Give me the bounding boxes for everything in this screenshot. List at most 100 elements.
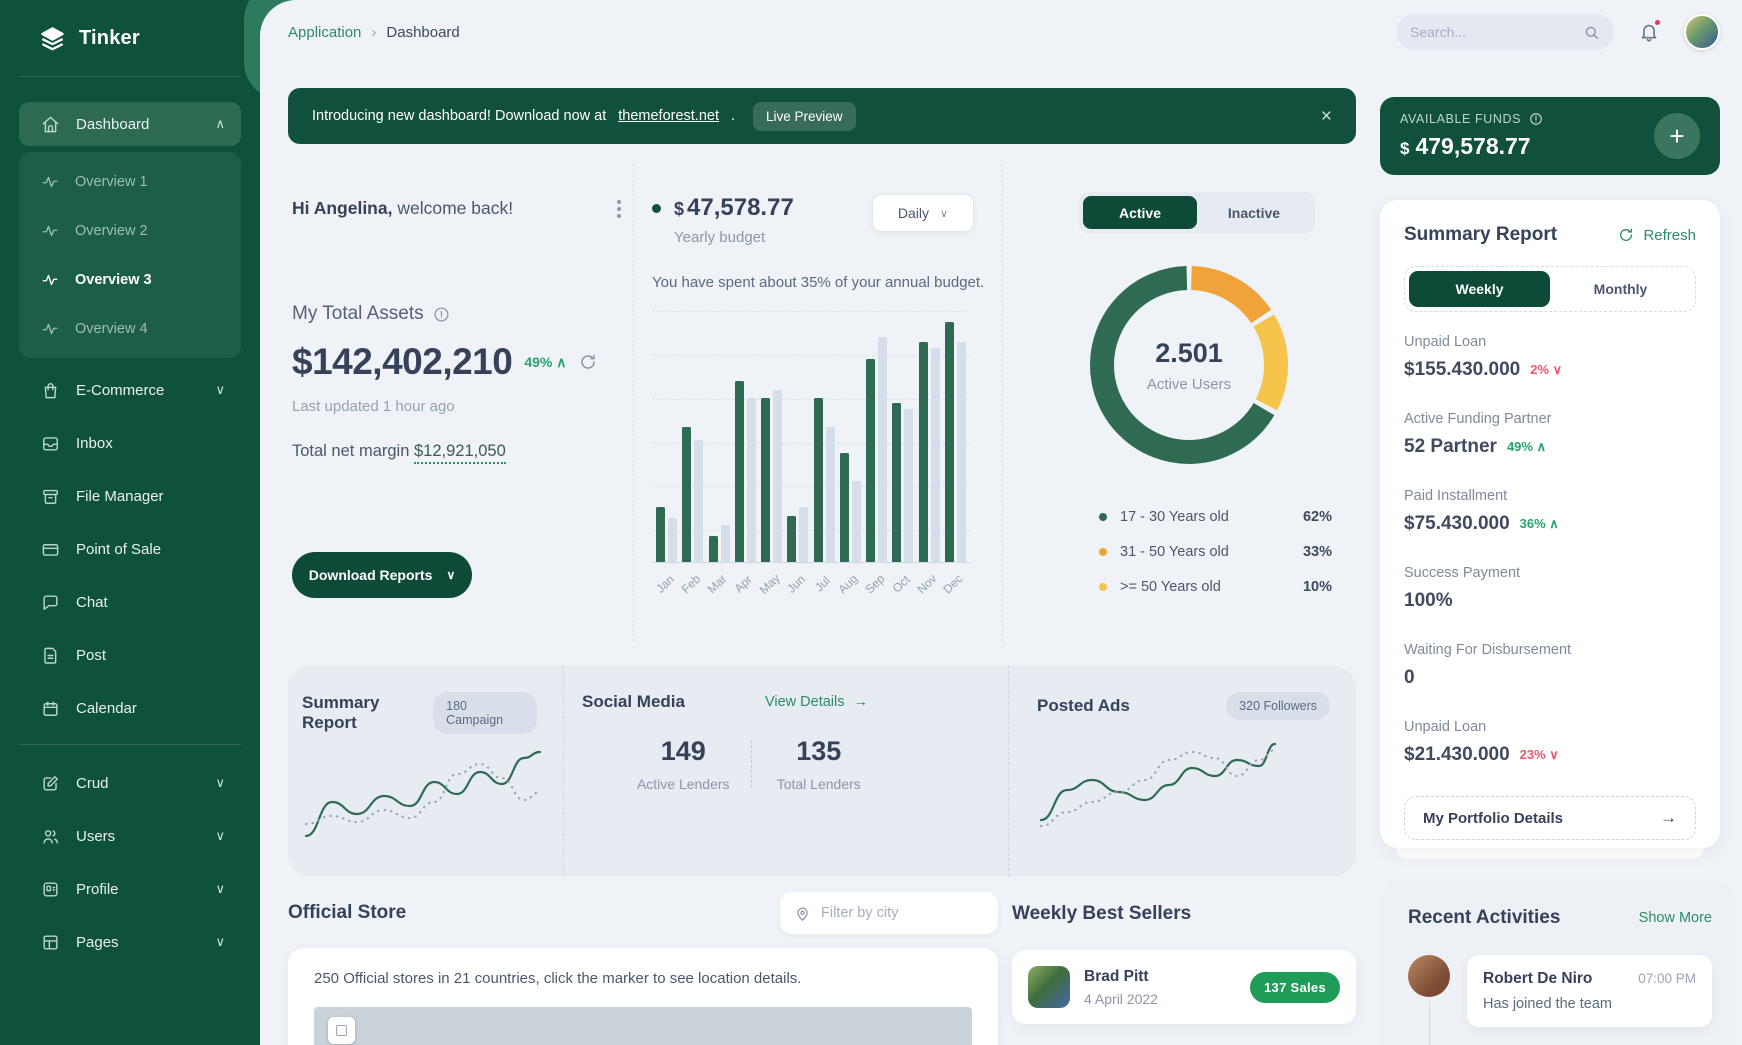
sidebar-item-calendar[interactable]: Calendar [19, 686, 241, 730]
home-icon [42, 116, 59, 132]
search-icon[interactable] [1583, 24, 1600, 41]
breadcrumb-application[interactable]: Application [288, 23, 362, 41]
summary-item-unpaid-loan: Unpaid Loan $155.430.000 2% ∨ [1404, 334, 1696, 381]
campaign-badge: 180 Campaign [433, 692, 537, 734]
summary-report-title: Summary Report [1404, 224, 1558, 245]
search-input[interactable] [1410, 24, 1583, 40]
tab-monthly[interactable]: Monthly [1593, 281, 1648, 297]
kebab-menu-icon[interactable] [613, 196, 625, 222]
stat-label: Active Lenders [636, 776, 730, 792]
gridline [652, 530, 970, 532]
legend-dot [1099, 547, 1107, 556]
sidebar-item-overview-4[interactable]: Overview 4 [19, 304, 241, 353]
sidebar-item-overview-2[interactable]: Overview 2 [19, 206, 241, 255]
legend-label: 31 - 50 Years old [1120, 543, 1229, 560]
active-users-label: Active Users [1146, 375, 1232, 393]
summary-item-label: Paid Installment [1404, 488, 1508, 504]
toggle-active[interactable]: Active [1083, 196, 1197, 229]
activity-item: Robert De Niro 07:00 PM Has joined the t… [1408, 955, 1712, 1045]
filter-by-city-box [780, 892, 998, 934]
bar-allocated [720, 524, 730, 562]
gridline [652, 354, 970, 356]
topbar: Application › Dashboard [288, 0, 1720, 64]
budget-label: Yearly budget [674, 229, 766, 246]
bar-spent [787, 516, 797, 562]
sidebar-item-overview-1[interactable]: Overview 1 [19, 157, 241, 206]
user-avatar[interactable] [1684, 14, 1720, 50]
refresh-icon[interactable] [579, 353, 597, 371]
arrow-right-icon: → [1660, 808, 1677, 827]
filter-by-city-input[interactable] [821, 905, 984, 921]
campaign-summary-panel: Summary Report 180 Campaign [288, 666, 563, 876]
summary-report-card: Summary Report Refresh Weekly Monthly Un… [1380, 200, 1720, 859]
x-axis-tick: Jun [784, 572, 808, 596]
sidebar-item-profile[interactable]: Profile ∨ [19, 867, 241, 911]
seller-date: 4 April 2022 [1084, 990, 1158, 1007]
dashboard-submenu: Overview 1 Overview 2 Overview 3 Overvie… [19, 152, 241, 358]
best-seller-card[interactable]: Brad Pitt 4 April 2022 137 Sales [1012, 950, 1356, 1024]
sidebar-item-dashboard[interactable]: Dashboard ∧ [19, 102, 241, 146]
breadcrumb-dashboard: Dashboard [386, 23, 460, 41]
sidebar-item-label: Inbox [76, 434, 113, 452]
total-lenders-stat: 135 Total Lenders [752, 736, 887, 792]
add-funds-button[interactable]: + [1654, 113, 1700, 159]
sidebar-nav: Dashboard ∧ Overview 1 Overview 2 Overvi… [19, 102, 241, 964]
bar-allocated [878, 337, 888, 562]
campaign-sparkline [304, 750, 542, 838]
legend-item: 17 - 30 Years old 62% [1099, 499, 1332, 534]
sidebar-item-inbox[interactable]: Inbox [19, 421, 241, 465]
banner-text: Introducing new dashboard! Download now … [312, 108, 607, 124]
summary-item-value: $155.430.000 [1404, 359, 1521, 380]
view-details-link[interactable]: View Details → [764, 694, 868, 710]
x-axis-tick: Sep [861, 571, 888, 597]
map-pin-icon [797, 907, 808, 921]
brand-name: Tinker [79, 26, 140, 49]
close-icon[interactable]: × [1320, 105, 1332, 127]
x-axis-tick: Feb [678, 571, 704, 597]
sidebar-item-users[interactable]: Users ∨ [19, 814, 241, 858]
show-more-link[interactable]: Show More [1638, 910, 1712, 926]
summary-item-label: Success Payment [1404, 565, 1521, 581]
info-icon[interactable] [1529, 112, 1543, 126]
map-control-button[interactable] [328, 1017, 355, 1044]
refresh-button[interactable]: Refresh [1618, 227, 1696, 244]
bar-allocated [746, 398, 756, 562]
activity-card[interactable]: Robert De Niro 07:00 PM Has joined the t… [1467, 955, 1712, 1027]
sidebar-item-crud[interactable]: Crud ∨ [19, 761, 241, 805]
sidebar-item-overview-3[interactable]: Overview 3 [19, 255, 241, 304]
live-preview-button[interactable]: Live Preview [753, 101, 856, 131]
layout-icon [43, 934, 58, 950]
sidebar-item-post[interactable]: Post [19, 633, 241, 677]
seller-name: Brad Pitt [1084, 967, 1149, 985]
portfolio-details-button[interactable]: My Portfolio Details → [1404, 796, 1696, 840]
sidebar-item-pages[interactable]: Pages ∨ [19, 920, 241, 964]
budget-period-select[interactable]: Daily ∨ [872, 194, 974, 232]
toggle-inactive[interactable]: Inactive [1227, 204, 1281, 221]
gridline [652, 486, 970, 488]
right-rail: AVAILABLE FUNDS $ 479,578.77 + Summary R… [1380, 64, 1736, 1045]
sidebar-item-ecommerce[interactable]: E-Commerce ∨ [19, 368, 241, 412]
timeline-connector [1429, 1001, 1430, 1045]
users-icon [43, 829, 58, 844]
banner-link[interactable]: themeforest.net [618, 108, 719, 124]
brand[interactable]: Tinker [19, 0, 241, 76]
search-box [1396, 14, 1614, 50]
sidebar-item-chat[interactable]: Chat [19, 580, 241, 624]
legend-item: >= 50 Years old 10% [1099, 569, 1332, 604]
campaign-summary-title: Summary Report [302, 693, 380, 732]
chat-bubble-icon [43, 594, 58, 610]
seller-avatar [1028, 966, 1070, 1008]
net-margin-value[interactable]: $12,921,050 [414, 442, 506, 464]
stat-value: 135 [796, 736, 842, 766]
tab-weekly[interactable]: Weekly [1409, 271, 1550, 307]
store-map[interactable] [314, 1007, 972, 1045]
bar-allocated [904, 409, 914, 562]
sidebar-item-label: Crud [76, 774, 109, 792]
download-reports-button[interactable]: Download Reports ∨ [292, 552, 472, 598]
chevron-down-icon: ∨ [446, 568, 456, 582]
activity-icon [42, 274, 58, 285]
sidebar-item-file-manager[interactable]: File Manager [19, 474, 241, 518]
info-icon[interactable] [433, 306, 450, 323]
notifications-button[interactable] [1638, 18, 1662, 43]
sidebar-item-point-of-sale[interactable]: Point of Sale [19, 527, 241, 571]
